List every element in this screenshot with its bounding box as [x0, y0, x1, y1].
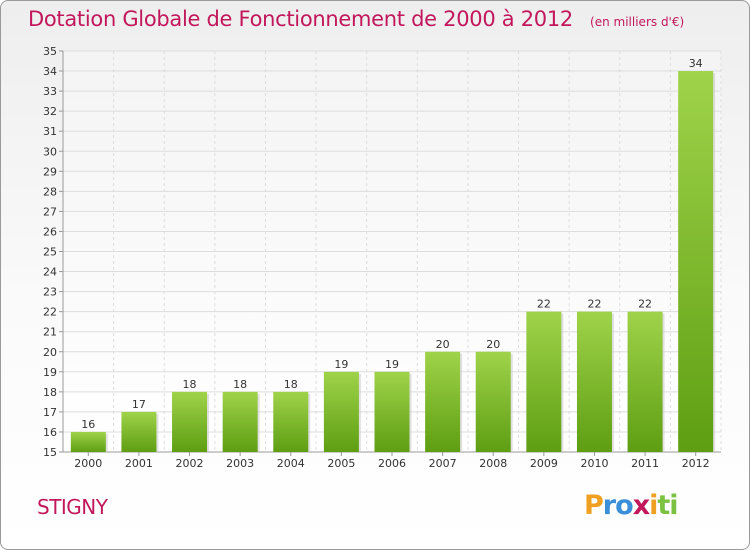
logo-letter: r — [602, 490, 616, 521]
bar — [374, 371, 410, 452]
bar — [273, 391, 309, 452]
bar-value-label: 20 — [436, 338, 450, 351]
y-tick-label: 31 — [43, 125, 57, 138]
bar — [121, 411, 157, 452]
logo-letter: i — [649, 490, 658, 521]
y-tick-label: 30 — [43, 145, 57, 158]
y-tick-label: 29 — [43, 165, 57, 178]
logo-letter: P — [584, 490, 604, 521]
bar-value-label: 19 — [385, 358, 399, 371]
bar — [678, 71, 714, 453]
title-row: Dotation Globale de Fonctionnement de 20… — [28, 7, 684, 31]
y-tick-label: 20 — [43, 346, 57, 359]
x-tick-label: 2001 — [125, 457, 153, 470]
x-tick-label: 2011 — [631, 457, 659, 470]
bar-value-label: 22 — [638, 298, 652, 311]
x-tick-label: 2006 — [378, 457, 406, 470]
bar-value-label: 17 — [132, 398, 146, 411]
y-tick-label: 22 — [43, 306, 57, 319]
bar — [425, 351, 461, 452]
x-tick-label: 2012 — [682, 457, 710, 470]
bar — [222, 391, 258, 452]
y-tick-label: 18 — [43, 386, 57, 399]
label-layer: 16 17 18 18 18 19 19 20 20 22 22 22 34 — [81, 57, 702, 431]
bar — [475, 351, 511, 452]
x-tick-label: 2000 — [74, 457, 102, 470]
bar-value-label: 18 — [233, 378, 247, 391]
x-tick-label: 2003 — [226, 457, 254, 470]
y-tick-label: 24 — [43, 266, 57, 279]
x-tick-label: 2010 — [580, 457, 608, 470]
y-tick-label: 23 — [43, 286, 57, 299]
bar — [627, 311, 663, 452]
y-tick-label: 15 — [43, 446, 57, 459]
x-tick-label: 2008 — [479, 457, 507, 470]
bar-value-label: 18 — [284, 378, 298, 391]
bar — [576, 311, 612, 452]
bar-value-label: 19 — [334, 358, 348, 371]
x-tick-label: 2007 — [429, 457, 457, 470]
y-tick-label: 34 — [43, 65, 57, 78]
bar-value-label: 22 — [537, 298, 551, 311]
bar — [526, 311, 562, 452]
logo-letter: t — [657, 490, 670, 521]
y-tick-label: 32 — [43, 105, 57, 118]
x-tick-label: 2004 — [277, 457, 305, 470]
commune-name: STIGNY — [37, 495, 108, 519]
x-tick-label: 2009 — [530, 457, 558, 470]
bar-value-label: 34 — [689, 57, 703, 70]
y-tick-label: 28 — [43, 185, 57, 198]
y-tick-label: 35 — [43, 45, 57, 58]
bar-value-label: 22 — [587, 298, 601, 311]
bar — [323, 371, 359, 452]
x-tick-label: 2005 — [327, 457, 355, 470]
y-tick-label: 19 — [43, 366, 57, 379]
logo-letter: i — [669, 490, 678, 521]
bar — [172, 391, 208, 452]
logo-letter: o — [615, 490, 634, 521]
bar — [70, 431, 106, 452]
y-tick-label: 33 — [43, 85, 57, 98]
y-tick-label: 27 — [43, 205, 57, 218]
y-tick-label: 25 — [43, 246, 57, 259]
y-tick-label: 16 — [43, 426, 57, 439]
bar-layer — [70, 71, 716, 453]
y-tick-label: 21 — [43, 326, 57, 339]
logo-letter: x — [632, 490, 650, 521]
bar-value-label: 20 — [486, 338, 500, 351]
chart-title: Dotation Globale de Fonctionnement de 20… — [28, 7, 573, 31]
bar-value-label: 18 — [183, 378, 197, 391]
y-tick-label: 26 — [43, 225, 57, 238]
bar-value-label: 16 — [81, 418, 95, 431]
y-tick-label: 17 — [43, 406, 57, 419]
proxiti-logo: Proxiti — [584, 490, 679, 521]
chart-unit-label: (en milliers d'€) — [590, 15, 685, 29]
x-tick-label: 2002 — [176, 457, 204, 470]
